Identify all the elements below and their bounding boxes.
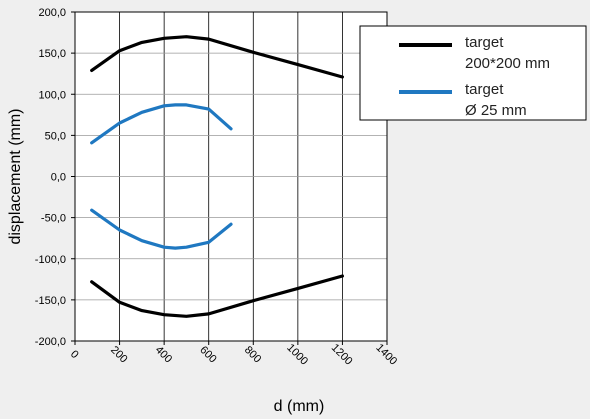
y-tick-label: -50,0 bbox=[41, 213, 66, 225]
legend-box bbox=[359, 25, 587, 121]
y-tick-label: 0,0 bbox=[51, 172, 66, 184]
legend-label-2: target bbox=[465, 81, 504, 98]
x-tick-label: 800 bbox=[242, 344, 263, 365]
x-axis-label: d (mm) bbox=[274, 398, 325, 415]
gridlines bbox=[75, 12, 387, 341]
series-line-1 bbox=[90, 35, 344, 79]
x-tick-label: 1400 bbox=[373, 342, 399, 368]
series-line-4 bbox=[90, 208, 233, 250]
x-tick-label: 1200 bbox=[329, 342, 355, 368]
y-tick-label: 150,0 bbox=[38, 48, 66, 60]
x-tick-label: 1000 bbox=[284, 342, 310, 368]
y-tick-label: -200,0 bbox=[35, 336, 66, 348]
x-tick-label: 400 bbox=[153, 344, 174, 365]
y-axis-label: displacement (mm) bbox=[7, 108, 24, 244]
legend: target 200*200 mm target Ø 25 mm bbox=[359, 25, 587, 121]
y-axis-ticks: 200,0 150,0 100,0 50,0 0,0 -50,0 -100,0 -150,0 -… bbox=[35, 7, 75, 348]
x-tick-label: 0 bbox=[68, 348, 81, 361]
y-tick-label: 100,0 bbox=[38, 89, 66, 101]
series-line-3 bbox=[90, 103, 233, 145]
legend-label-1: target bbox=[465, 34, 504, 51]
x-tick-label: 200 bbox=[108, 344, 129, 365]
series-line-2 bbox=[90, 274, 344, 318]
x-axis-ticks: 0 200 400 600 800 1000 1200 1400 bbox=[68, 341, 399, 368]
y-tick-label: 200,0 bbox=[38, 7, 66, 19]
y-tick-label: -100,0 bbox=[35, 254, 66, 266]
legend-label-1: 200*200 mm bbox=[465, 55, 550, 72]
y-tick-label: -150,0 bbox=[35, 295, 66, 307]
series-lines bbox=[90, 35, 344, 318]
x-tick-label: 600 bbox=[197, 344, 218, 365]
y-tick-label: 50,0 bbox=[45, 130, 66, 142]
legend-label-2: Ø 25 mm bbox=[465, 102, 527, 119]
